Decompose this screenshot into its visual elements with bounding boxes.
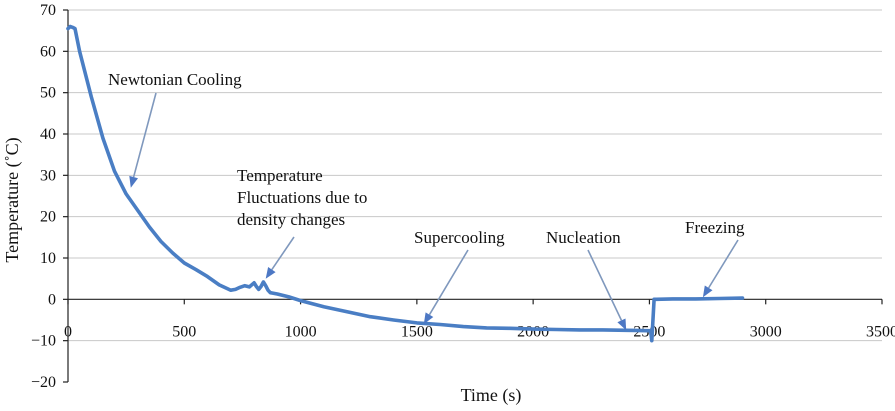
y-tick-label: 70	[40, 2, 56, 19]
annotation-label: Supercooling	[414, 228, 505, 247]
grid	[68, 9, 882, 342]
y-tick-label: 20	[40, 209, 56, 226]
temperature-series-line	[66, 24, 745, 343]
annotation-label: Newtonian Cooling	[108, 70, 242, 89]
annotation-arrowhead	[617, 318, 627, 331]
annotation-arrowhead	[702, 285, 713, 298]
annotation-arrow	[271, 236, 295, 271]
y-tick-label: 60	[40, 43, 56, 60]
y-tick-label: 0	[48, 291, 56, 308]
x-tick-label: 1500	[401, 323, 433, 340]
annotation-line: Newtonian Cooling	[108, 70, 242, 89]
x-axis-label: Time (s)	[461, 385, 522, 406]
annotation-line: Freezing	[685, 218, 745, 237]
annotation-arrow	[132, 92, 157, 178]
annotation-line: Temperature	[237, 166, 323, 185]
annotation-arrowhead	[129, 175, 138, 188]
annotation-line: density changes	[237, 210, 345, 229]
y-tick-label: 40	[40, 126, 56, 143]
annotation-line: Supercooling	[414, 228, 505, 247]
x-tick-label: 1000	[285, 323, 317, 340]
annotation-label: Temperature Fluctuations due to density ch…	[237, 166, 367, 229]
annotation-line: Fluctuations due to	[237, 188, 367, 207]
x-tick-label: 2000	[517, 323, 549, 340]
x-tick-label: 500	[172, 323, 196, 340]
annotation-arrow	[707, 239, 739, 289]
y-tick-label: −10	[31, 333, 56, 350]
y-tick-label: −20	[31, 374, 56, 391]
y-axis-label: Temperature (˚C)	[2, 137, 23, 262]
x-tick-label: 3500	[866, 323, 895, 340]
annotation-line: Nucleation	[546, 228, 621, 247]
y-tick-label: 30	[40, 167, 56, 184]
axes	[67, 10, 882, 382]
annotation-arrowhead	[265, 267, 276, 279]
annotation-arrow	[428, 249, 469, 316]
annotation-label: Freezing	[685, 218, 745, 237]
annotation-arrow	[587, 249, 623, 321]
y-tick-label: 50	[40, 85, 56, 102]
annotation-label: Nucleation	[546, 228, 621, 247]
x-tick-label: 3000	[750, 323, 782, 340]
y-tick-label: 10	[40, 250, 56, 267]
annotations: Newtonian Cooling Temperature Fluctuations…	[108, 70, 745, 331]
series	[66, 24, 745, 343]
x-tick-label: 0	[64, 323, 72, 340]
annotation-arrowhead	[423, 312, 434, 325]
